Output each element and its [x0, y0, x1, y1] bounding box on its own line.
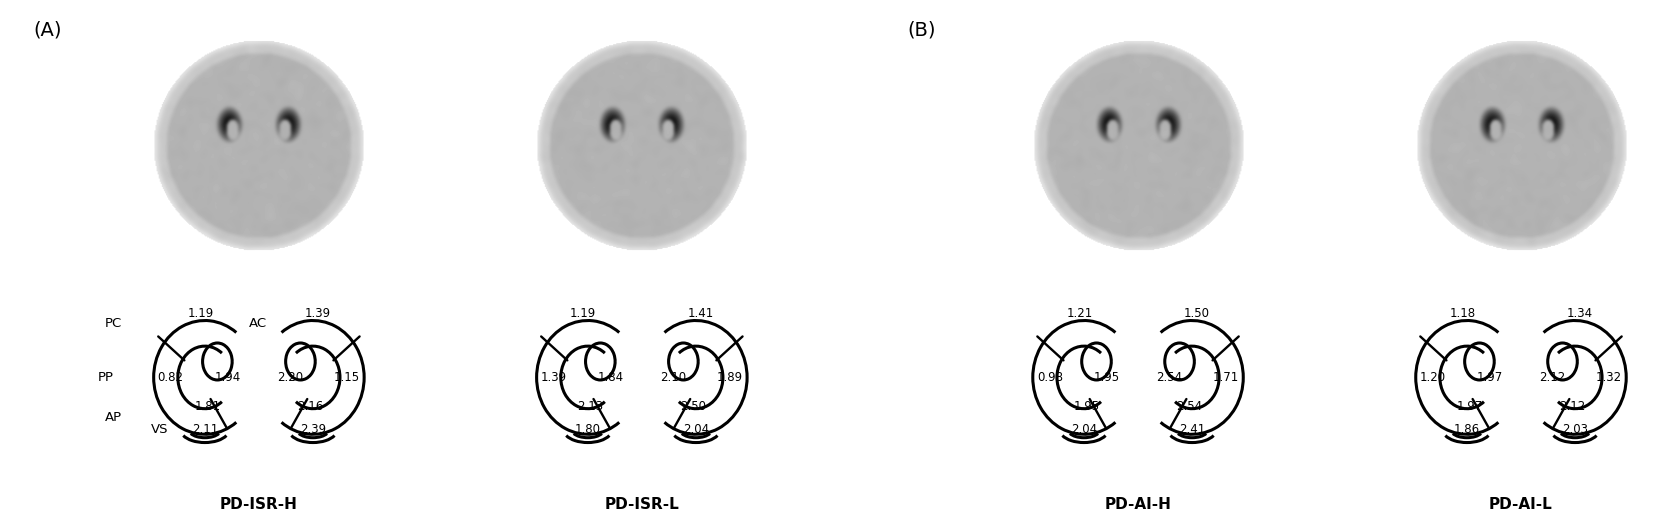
Text: 1.21: 1.21 — [1065, 307, 1092, 320]
Text: PD-AI-H: PD-AI-H — [1103, 497, 1171, 512]
Text: 1.81: 1.81 — [195, 401, 221, 414]
Text: 2.16: 2.16 — [296, 401, 323, 414]
Text: 1.86: 1.86 — [1453, 423, 1479, 436]
Text: 1.41: 1.41 — [687, 307, 714, 320]
Text: AP: AP — [105, 410, 123, 424]
Text: 0.98: 0.98 — [1037, 371, 1062, 384]
Text: 1.94: 1.94 — [215, 371, 241, 384]
Text: 1.20: 1.20 — [1419, 371, 1444, 384]
Text: 1.39: 1.39 — [305, 307, 331, 320]
Text: 1.19: 1.19 — [186, 307, 213, 320]
Text: 1.84: 1.84 — [597, 371, 624, 384]
Text: 2.54: 2.54 — [1155, 371, 1181, 384]
Text: 1.71: 1.71 — [1213, 371, 1238, 384]
Text: 1.32: 1.32 — [1596, 371, 1621, 384]
Text: 2.41: 2.41 — [1178, 423, 1205, 436]
Text: 1.34: 1.34 — [1566, 307, 1592, 320]
Text: 1.95: 1.95 — [1073, 401, 1100, 414]
Text: PC: PC — [105, 317, 123, 330]
Text: 1.19: 1.19 — [569, 307, 596, 320]
Text: 2.11: 2.11 — [191, 423, 218, 436]
Text: 2.10: 2.10 — [659, 371, 686, 384]
Text: (B): (B) — [907, 21, 935, 40]
Text: 2.03: 2.03 — [1561, 423, 1587, 436]
Text: 1.80: 1.80 — [574, 423, 601, 436]
Text: 2.50: 2.50 — [679, 401, 706, 414]
Text: 2.20: 2.20 — [276, 371, 303, 384]
Text: 1.50: 1.50 — [1183, 307, 1208, 320]
Text: 1.18: 1.18 — [1448, 307, 1474, 320]
Text: 2.39: 2.39 — [300, 423, 326, 436]
Text: PP: PP — [97, 371, 113, 384]
Text: 1.97: 1.97 — [1476, 371, 1503, 384]
Text: 1.15: 1.15 — [334, 371, 359, 384]
Text: 2.54: 2.54 — [1175, 401, 1201, 414]
Text: 1.39: 1.39 — [541, 371, 566, 384]
Text: 1.95: 1.95 — [1093, 371, 1120, 384]
Text: PD-ISR-L: PD-ISR-L — [604, 497, 679, 512]
Text: 2.04: 2.04 — [1070, 423, 1097, 436]
Text: 0.82: 0.82 — [158, 371, 183, 384]
Text: 2.12: 2.12 — [1558, 401, 1584, 414]
Text: VS: VS — [150, 423, 168, 436]
Text: PD-ISR-H: PD-ISR-H — [220, 497, 298, 512]
Text: 2.12: 2.12 — [1538, 371, 1564, 384]
Text: 1.89: 1.89 — [717, 371, 742, 384]
Text: (A): (A) — [33, 21, 62, 40]
Text: AC: AC — [248, 317, 266, 330]
Text: PD-AI-L: PD-AI-L — [1488, 497, 1553, 512]
Text: 2.04: 2.04 — [682, 423, 709, 436]
Text: 1.97: 1.97 — [1456, 401, 1483, 414]
Text: 2.13: 2.13 — [577, 401, 604, 414]
